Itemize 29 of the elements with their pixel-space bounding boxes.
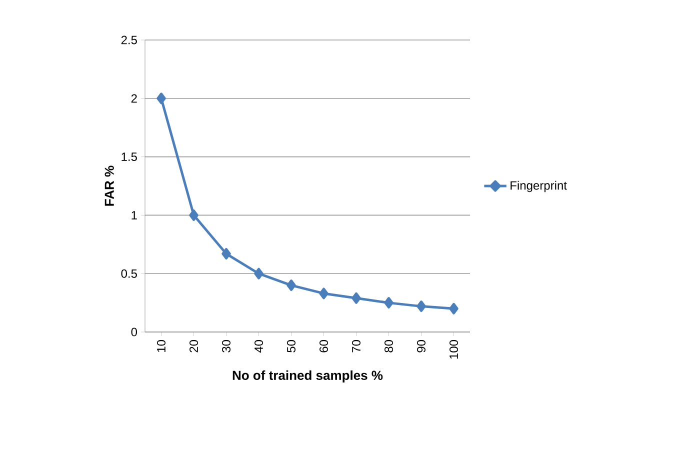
y-tick-label: 1 [132, 211, 137, 220]
x-tick-label: 20 [190, 340, 198, 352]
y-tick-label: 0 [131, 328, 138, 336]
point [352, 292, 361, 304]
point [222, 248, 231, 260]
y-tick-label: 2.5 [121, 36, 137, 44]
x-tick-label: 80 [384, 340, 393, 352]
x-axis-title: No of trained samples % [232, 370, 383, 383]
x-tick-label: 50 [287, 340, 296, 352]
x-tick-label: 60 [320, 340, 328, 352]
x-tick-label: 40 [254, 340, 263, 353]
point [254, 268, 264, 280]
point [384, 297, 394, 309]
point [449, 302, 458, 314]
point [416, 300, 426, 312]
y-axis-title: FAR % [104, 166, 114, 206]
y-tick-label: 0.5 [121, 269, 137, 278]
point [189, 209, 198, 221]
x-tick-label: 100 [450, 340, 458, 359]
x-tick-label: 90 [417, 340, 426, 352]
legend-label: Fingerprint [510, 180, 567, 192]
x-tick-label: 30 [222, 340, 230, 352]
x-tick-label: 70 [352, 340, 360, 352]
y-tick-label: 2 [131, 94, 137, 103]
point [156, 92, 166, 104]
y-tick-label: 1.5 [122, 152, 137, 161]
x-tick-label: 10 [157, 340, 166, 352]
point [319, 288, 328, 300]
point [286, 280, 296, 292]
